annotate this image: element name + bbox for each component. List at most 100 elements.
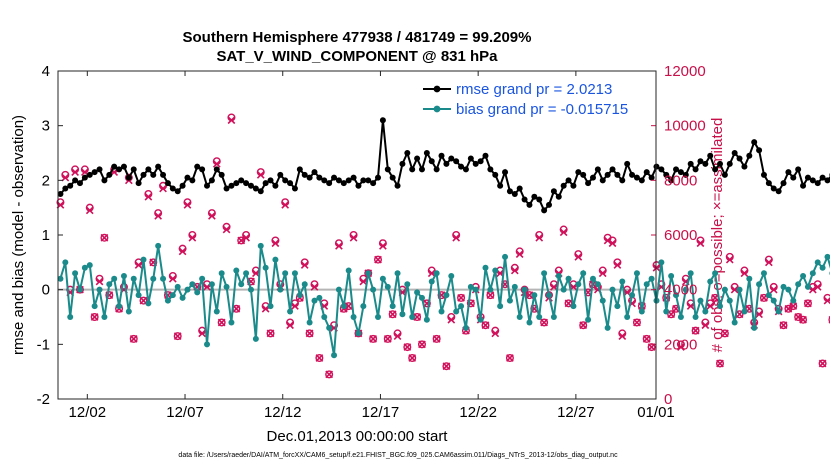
bias-point: [267, 303, 274, 310]
obs-assimilated-marker: [721, 329, 729, 338]
bias-point: [521, 286, 528, 293]
rmse-point: [682, 171, 689, 178]
bias-point: [370, 286, 377, 293]
bias-point: [194, 289, 201, 296]
bias-point: [575, 281, 582, 288]
bias-point: [604, 324, 611, 331]
obs-possible-marker: [505, 354, 514, 363]
obs-assimilated-marker: [701, 321, 710, 330]
obs-possible-marker: [388, 310, 397, 319]
obs-possible-marker: [173, 332, 182, 341]
rmse-point: [331, 174, 338, 181]
obs-assimilated-stroke: [379, 242, 387, 250]
obs-assimilated-marker: [403, 343, 412, 351]
obs-possible-marker: [716, 359, 725, 368]
rmse-point: [609, 166, 616, 173]
bias-point: [555, 273, 562, 279]
bias-point: [296, 292, 303, 299]
obs-assimilated-marker: [559, 228, 568, 237]
bias-point: [585, 316, 592, 323]
obs-assimilated-stroke: [686, 302, 695, 310]
rmse-point: [287, 180, 294, 187]
rmse-point: [301, 171, 308, 178]
bias-point: [780, 283, 787, 290]
bias-point: [355, 330, 362, 337]
obs-assimilated-marker: [173, 332, 182, 340]
bias-point: [580, 270, 587, 277]
obs-possible-marker: [457, 293, 466, 302]
bias-point: [208, 281, 215, 288]
rmse-point: [467, 155, 474, 162]
obs-assimilated-marker: [779, 321, 788, 330]
obs-assimilated-marker: [71, 168, 79, 176]
obs-assimilated-stroke: [286, 321, 294, 330]
obs-assimilated-stroke: [71, 168, 79, 176]
bias-point: [541, 270, 548, 277]
y-tick-label: 2: [42, 172, 50, 189]
obs-assimilated-marker: [633, 318, 641, 327]
bias-point: [91, 303, 98, 310]
obs-assimilated-marker: [486, 291, 495, 299]
bias-point: [633, 270, 640, 277]
bias-point: [526, 319, 533, 326]
bias-point: [472, 286, 479, 293]
rmse-point: [384, 166, 391, 173]
obs-assimilated-marker: [613, 261, 622, 269]
rmse-point: [643, 169, 650, 176]
obs-assimilated-stroke: [818, 359, 827, 368]
obs-assimilated-marker: [159, 184, 167, 193]
obs-possible-marker: [579, 321, 588, 330]
rmse-point: [619, 177, 626, 184]
bias-point: [247, 286, 254, 293]
obs-assimilated-stroke: [716, 359, 724, 368]
bias-point: [243, 270, 250, 277]
bias-point: [174, 283, 181, 290]
obs-possible-marker: [799, 315, 808, 324]
obs-possible-marker: [325, 370, 334, 379]
rmse-point: [502, 169, 509, 176]
rmse-point: [487, 166, 494, 173]
obs-assimilated-stroke: [227, 116, 236, 125]
rmse-point: [125, 174, 132, 181]
rmse-point: [414, 155, 421, 162]
obs-assimilated-marker: [61, 173, 70, 182]
bias-point: [599, 297, 606, 304]
bias-point: [379, 275, 386, 282]
rmse-point: [780, 180, 787, 187]
obs-assimilated-marker: [134, 261, 143, 269]
legend: rmse grand pr = 2.0213 bias grand pr = -…: [418, 76, 651, 122]
bias-point: [418, 294, 425, 301]
rmse-point: [482, 152, 489, 159]
obs-assimilated-marker: [550, 283, 558, 291]
rmse-point: [96, 166, 103, 173]
rmse-point: [809, 177, 816, 184]
obs-assimilated-stroke: [677, 343, 685, 351]
bias-point: [394, 270, 401, 277]
rmse-point: [208, 177, 215, 184]
obs-assimilated-stroke: [642, 335, 651, 343]
x-tick-label: 12/27: [557, 404, 595, 421]
obs-assimilated-marker: [344, 302, 353, 310]
obs-assimilated-marker: [271, 239, 280, 248]
bias-point: [565, 275, 572, 282]
obs-assimilated-stroke: [413, 313, 421, 321]
rmse-point: [272, 182, 279, 189]
rmse-point: [765, 180, 772, 187]
rmse-point: [213, 166, 220, 173]
obs-assimilated-marker: [383, 335, 392, 343]
obs-assimilated-stroke: [134, 261, 143, 269]
obs-assimilated-stroke: [85, 206, 94, 215]
bias-point: [594, 281, 601, 288]
obs-possible-marker: [383, 334, 392, 343]
obs-assimilated-stroke: [730, 285, 739, 294]
x-tick-label: 01/01: [637, 404, 675, 421]
obs-assimilated-marker: [90, 313, 99, 321]
rmse-point: [345, 177, 352, 184]
axes-frame: [57, 70, 657, 400]
obs-assimilated-stroke: [222, 225, 231, 234]
bias-point: [389, 303, 396, 310]
obs-assimilated-stroke: [418, 340, 426, 349]
rmse-point: [775, 188, 782, 195]
bias-point: [184, 286, 191, 293]
obs-possible-marker: [417, 340, 426, 349]
